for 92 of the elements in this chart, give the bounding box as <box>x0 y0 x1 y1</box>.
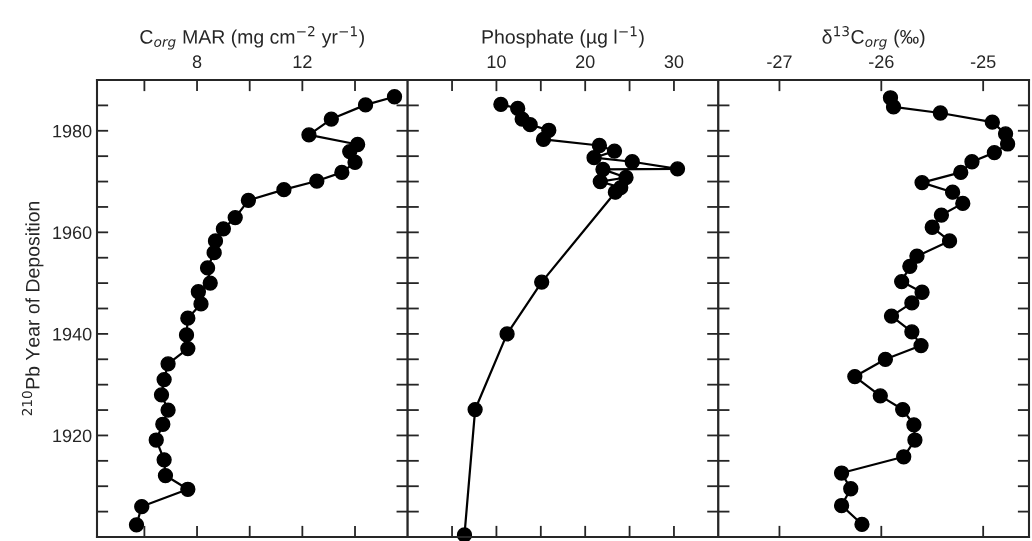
point <box>606 143 623 159</box>
point <box>833 465 850 481</box>
y-tick-label: 1980 <box>53 124 92 138</box>
x-axis-title: Phosphate (µg l$^{−1}$) <box>482 26 644 48</box>
point <box>160 402 176 418</box>
point <box>906 417 922 433</box>
point <box>157 467 174 484</box>
point <box>202 275 218 291</box>
y-tick-label: 1920 <box>53 429 92 443</box>
point <box>534 274 550 290</box>
point <box>872 388 888 404</box>
point <box>964 154 980 170</box>
point <box>595 161 611 178</box>
point <box>467 401 483 418</box>
point <box>924 219 940 235</box>
x-tick-label: -27 <box>767 55 792 68</box>
point <box>877 351 894 367</box>
point <box>178 327 195 343</box>
point <box>843 481 859 497</box>
point <box>522 117 538 133</box>
point <box>941 233 958 249</box>
x-tick-label: -25 <box>970 55 996 69</box>
point <box>190 284 207 300</box>
point <box>904 295 920 311</box>
point <box>883 308 900 324</box>
point <box>847 368 863 385</box>
x-tick-label: -26 <box>869 55 894 69</box>
point <box>155 416 171 432</box>
point <box>227 209 243 226</box>
point <box>896 449 912 465</box>
point <box>215 221 232 237</box>
point <box>999 136 1016 152</box>
y-axis-title: $^{210}$Pb Year of Deposition <box>21 201 44 416</box>
point <box>904 324 920 340</box>
point <box>153 387 170 403</box>
point <box>301 127 317 143</box>
point <box>180 340 196 357</box>
x-axis-title: δ$^{13}$C$_{org}$ (‰) <box>822 26 925 50</box>
y-tick-label: 1940 <box>53 327 92 341</box>
point <box>199 260 216 276</box>
point <box>586 150 602 166</box>
point <box>854 516 870 532</box>
point <box>624 154 640 170</box>
point <box>160 356 176 372</box>
point <box>357 97 374 113</box>
point <box>885 99 902 115</box>
point <box>206 245 222 261</box>
point <box>591 137 608 154</box>
point <box>156 371 172 388</box>
point <box>902 258 918 274</box>
point <box>386 89 403 105</box>
point <box>833 497 850 514</box>
point <box>944 184 961 200</box>
point <box>909 248 925 264</box>
point <box>535 131 552 148</box>
point <box>607 184 624 200</box>
point <box>156 452 172 468</box>
point <box>914 174 930 191</box>
point <box>347 154 363 170</box>
x-tick-label: 30 <box>664 55 684 69</box>
point <box>955 195 971 212</box>
point <box>134 498 150 515</box>
point <box>984 114 1000 130</box>
x-tick-label: 8 <box>192 55 202 69</box>
point <box>128 517 145 533</box>
point <box>493 96 509 113</box>
x-tick-label: 20 <box>576 55 595 69</box>
point <box>276 182 292 198</box>
point <box>895 401 911 418</box>
point <box>180 310 196 326</box>
point <box>669 161 686 177</box>
point <box>914 284 930 300</box>
point <box>334 164 350 181</box>
point <box>180 481 196 497</box>
point <box>953 164 969 181</box>
point <box>309 173 325 189</box>
point <box>933 207 950 223</box>
point <box>592 173 608 190</box>
x-tick-label: 10 <box>487 55 506 69</box>
x-axis-title: C$_{org}$ MAR (mg cm$^{−2}$ yr$^{−1}$) <box>140 26 364 50</box>
y-tick-label: 1960 <box>53 226 92 240</box>
point <box>986 144 1003 161</box>
point <box>894 273 910 290</box>
point <box>913 337 929 354</box>
point <box>193 296 209 312</box>
point <box>499 326 515 342</box>
point <box>148 432 164 448</box>
point <box>323 111 339 127</box>
point <box>907 432 923 448</box>
point <box>240 192 257 208</box>
x-tick-label: 12 <box>293 55 312 68</box>
point <box>932 105 949 121</box>
